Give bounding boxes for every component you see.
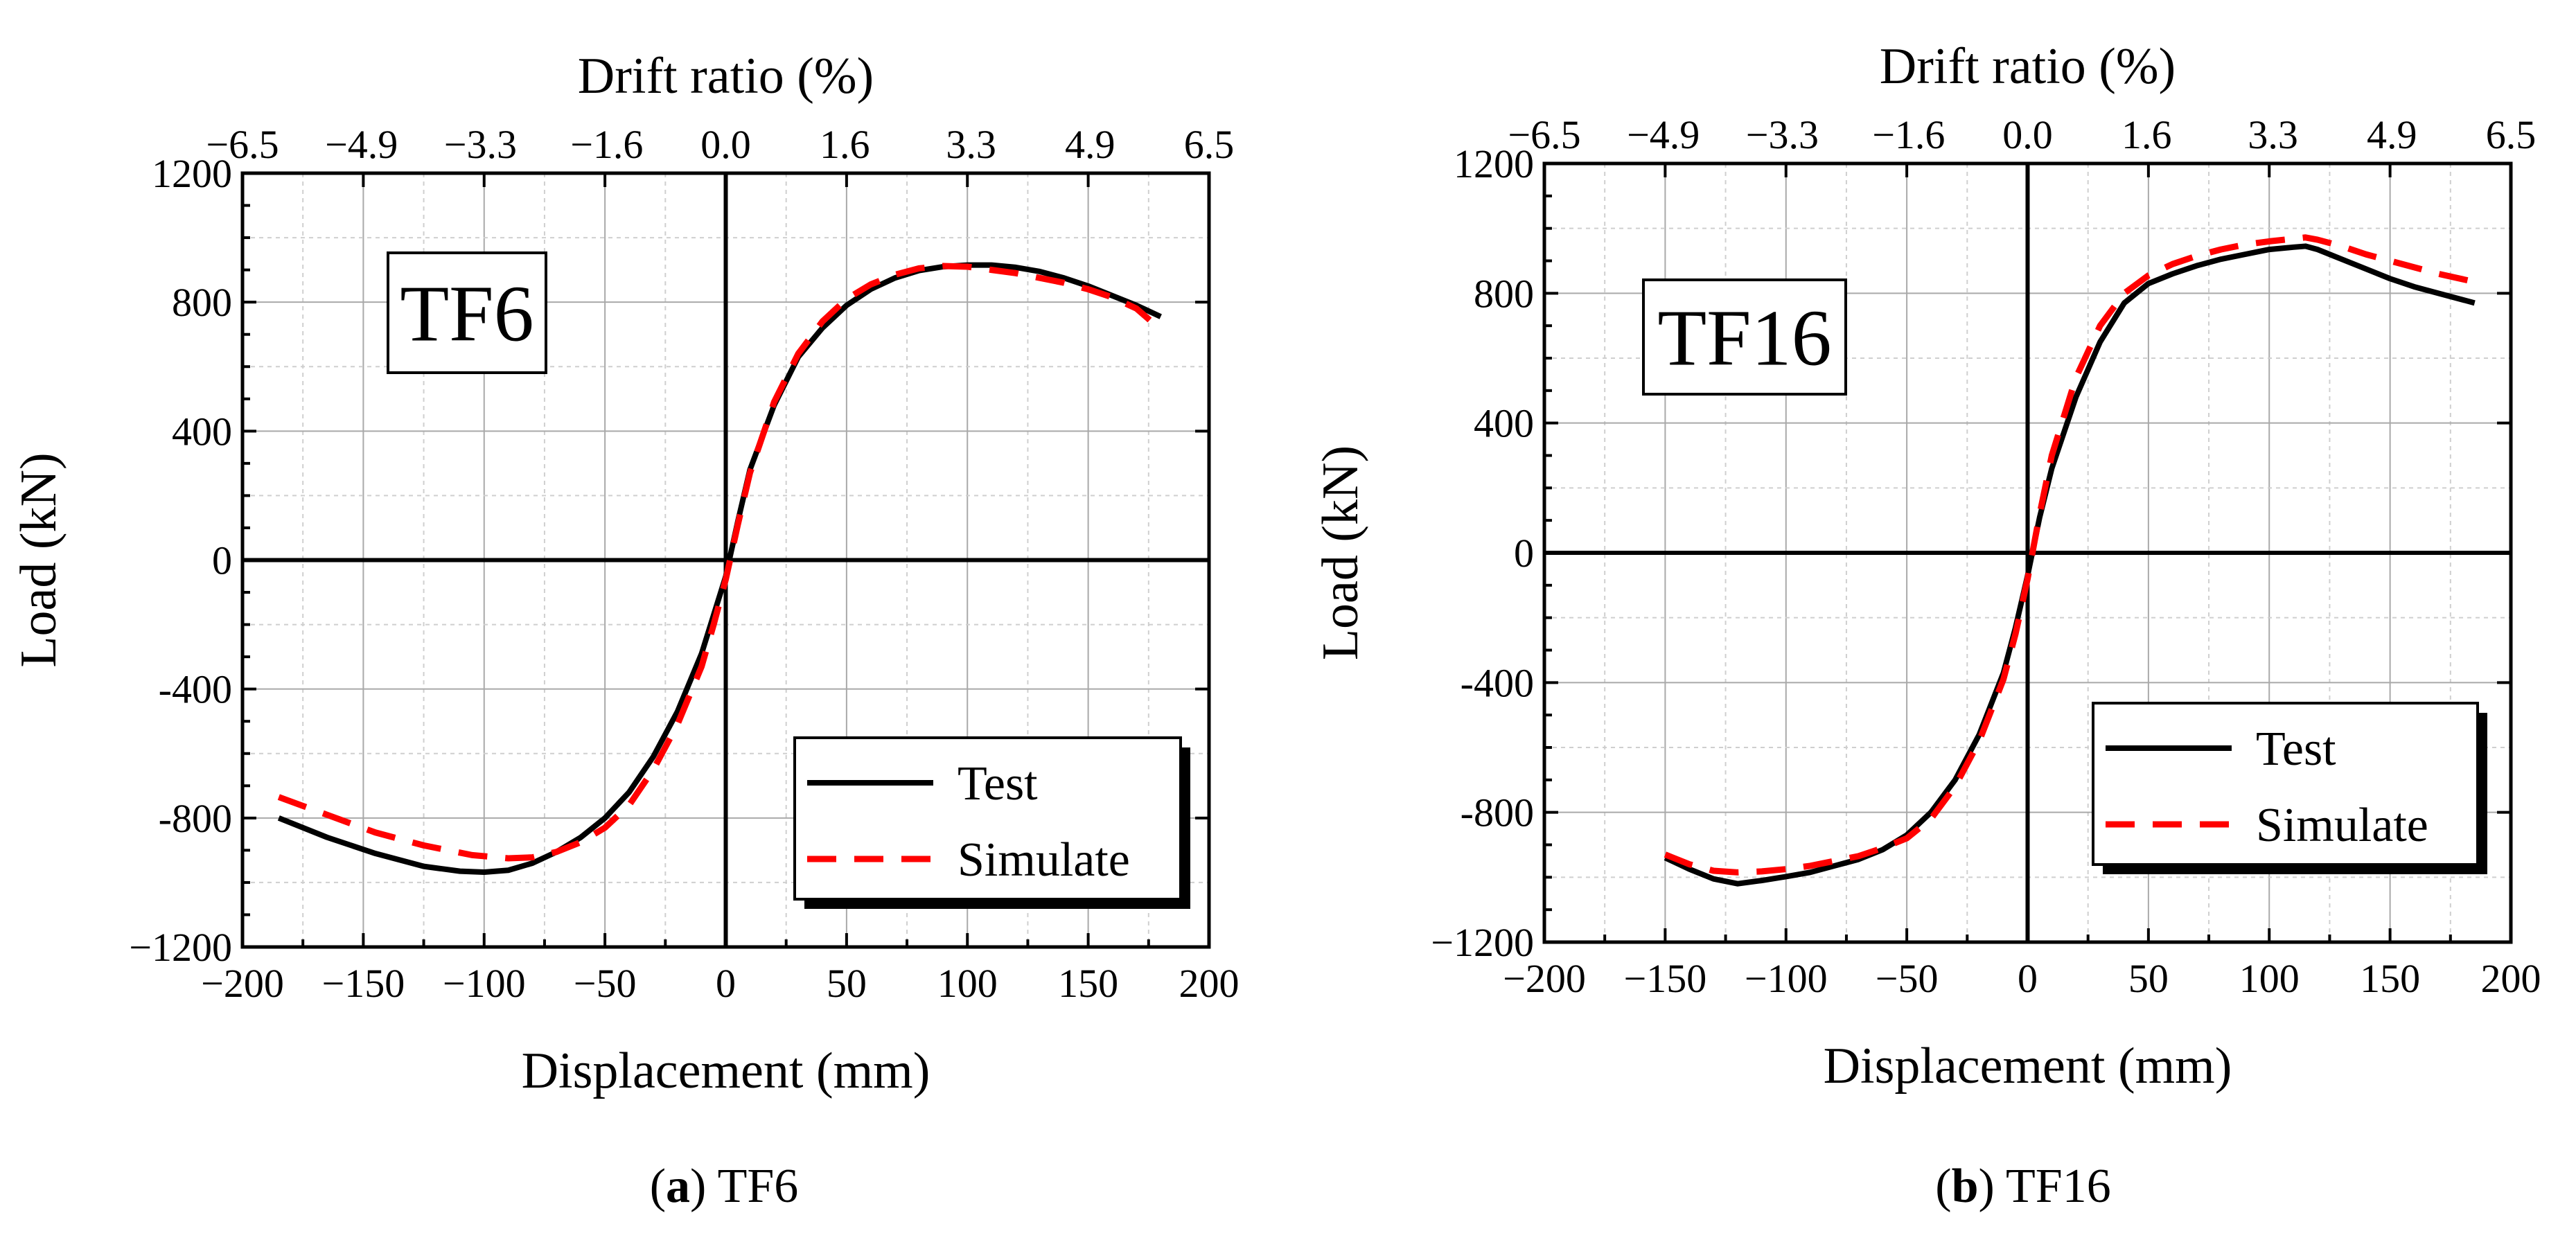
y-tick-label: 0 bbox=[1514, 531, 1534, 576]
y-axis-title: Load (kN) bbox=[1312, 445, 1369, 660]
y-tick-label: -400 bbox=[159, 667, 232, 712]
x-axis-title: Displacement (mm) bbox=[1824, 1038, 2232, 1095]
specimen-tag-label: TF6 bbox=[400, 270, 533, 359]
x-tick-label: −100 bbox=[443, 961, 526, 1006]
y-axis-title: Load (kN) bbox=[10, 452, 67, 667]
y-tick-label: 400 bbox=[1474, 401, 1534, 446]
legend: Test Simulate bbox=[793, 736, 1190, 909]
caption-panel-title: ) TF16 bbox=[1979, 1160, 2111, 1213]
top-tick-label: 3.3 bbox=[946, 122, 996, 167]
legend: Test Simulate bbox=[2092, 702, 2487, 874]
x-tick-label: −150 bbox=[1624, 956, 1707, 1001]
top-tick-label: 3.3 bbox=[2248, 112, 2298, 157]
top-axis-title: Drift ratio (%) bbox=[578, 48, 874, 105]
panel-caption: (a) TF6 bbox=[650, 1160, 799, 1213]
series-line-simulate bbox=[1664, 234, 2476, 876]
caption-paren-open: ( bbox=[1935, 1160, 1951, 1213]
x-tick-label: 100 bbox=[2239, 956, 2300, 1001]
caption-panel-title: ) TF6 bbox=[690, 1160, 798, 1213]
y-tick-label: 800 bbox=[1474, 271, 1534, 316]
top-tick-label: −4.9 bbox=[1627, 112, 1700, 157]
top-tick-label: 6.5 bbox=[2486, 112, 2537, 157]
top-axis-title: Drift ratio (%) bbox=[1880, 38, 2176, 95]
caption-paren-open: ( bbox=[650, 1160, 666, 1213]
legend-label-simulate: Simulate bbox=[2256, 799, 2428, 852]
top-tick-label: −3.3 bbox=[1746, 112, 1819, 157]
y-tick-label: -800 bbox=[159, 796, 232, 841]
x-tick-label: 150 bbox=[2360, 956, 2420, 1001]
top-tick-label: −1.6 bbox=[570, 122, 643, 167]
caption-panel-letter: b bbox=[1952, 1160, 1979, 1213]
top-tick-label: 4.9 bbox=[2367, 112, 2417, 157]
x-tick-label: −50 bbox=[574, 961, 637, 1006]
top-tick-label: 1.6 bbox=[820, 122, 870, 167]
specimen-tag-box bbox=[387, 251, 547, 374]
y-tick-label: 0 bbox=[212, 538, 232, 583]
caption-panel-letter: a bbox=[666, 1160, 690, 1213]
x-tick-label: 50 bbox=[827, 961, 867, 1006]
x-tick-label: 150 bbox=[1058, 961, 1118, 1006]
top-tick-label: 0.0 bbox=[700, 122, 751, 167]
x-axis-title: Displacement (mm) bbox=[522, 1043, 930, 1099]
x-tick-label: −50 bbox=[1876, 956, 1939, 1001]
y-tick-label: 800 bbox=[172, 280, 232, 325]
y-tick-label: −1200 bbox=[1431, 920, 1534, 965]
x-tick-label: −200 bbox=[201, 961, 284, 1006]
legend-label-test: Test bbox=[2256, 723, 2336, 776]
x-tick-label: 0 bbox=[2018, 956, 2038, 1001]
y-tick-label: -800 bbox=[1461, 790, 1534, 835]
y-tick-label: -400 bbox=[1461, 660, 1534, 705]
x-tick-label: 200 bbox=[2481, 956, 2541, 1001]
chart-panel-b: −200 −150 −100 −50 0 50 100 150 200 −6.5 −4.9 −3.3 −… bbox=[1312, 38, 2541, 1213]
top-tick-label: 6.5 bbox=[1184, 122, 1235, 167]
chart-panel-a: −200 −150 −100 −50 0 50 100 150 200 −6.5 −4.9 −3.3 −… bbox=[10, 48, 1240, 1213]
legend-box bbox=[793, 736, 1182, 901]
top-tick-label: 0.0 bbox=[2002, 112, 2053, 157]
x-tick-label: 100 bbox=[937, 961, 998, 1006]
top-tick-label: 4.9 bbox=[1065, 122, 1115, 167]
legend-label-test: Test bbox=[958, 757, 1038, 811]
y-tick-label: 1200 bbox=[152, 151, 232, 196]
series-line-simulate bbox=[277, 263, 1163, 862]
x-tick-label: −200 bbox=[1503, 956, 1586, 1001]
x-tick-label: 0 bbox=[716, 961, 736, 1006]
specimen-tag-label: TF16 bbox=[1657, 294, 1831, 383]
legend-label-simulate: Simulate bbox=[958, 833, 1130, 887]
top-tick-label: −6.5 bbox=[1508, 112, 1580, 157]
specimen-tag-box bbox=[1642, 278, 1847, 396]
top-tick-label: −6.5 bbox=[206, 122, 279, 167]
x-tick-label: 200 bbox=[1179, 961, 1240, 1006]
y-tick-label: −1200 bbox=[129, 925, 232, 970]
y-tick-label: 400 bbox=[172, 409, 232, 454]
top-tick-label: −4.9 bbox=[325, 122, 398, 167]
series-line-test bbox=[1664, 243, 2476, 887]
x-tick-label: −100 bbox=[1745, 956, 1828, 1001]
top-tick-label: 1.6 bbox=[2121, 112, 2172, 157]
panel-caption: (b) TF16 bbox=[1935, 1160, 2111, 1213]
y-tick-label: 1200 bbox=[1454, 141, 1534, 186]
top-tick-label: −3.3 bbox=[444, 122, 517, 167]
top-tick-label: −1.6 bbox=[1872, 112, 1945, 157]
legend-box bbox=[2092, 702, 2479, 866]
x-tick-label: −150 bbox=[322, 961, 405, 1006]
x-tick-label: 50 bbox=[2128, 956, 2169, 1001]
